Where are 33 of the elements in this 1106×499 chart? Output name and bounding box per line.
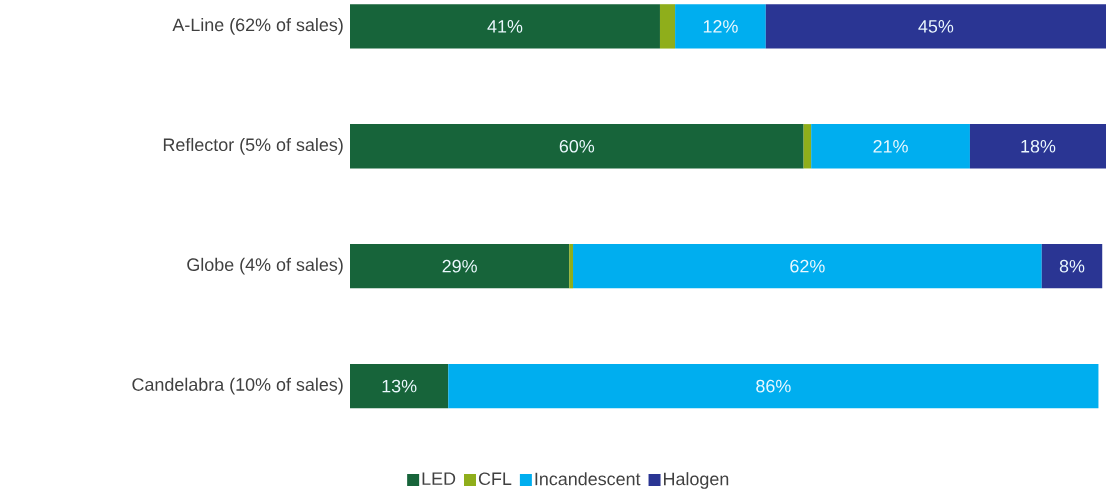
y-tick-label: Reflector (5% of sales): [163, 137, 343, 155]
bar: [350, 243, 570, 289]
data-label: 21%: [873, 139, 908, 153]
data-label: 13%: [382, 379, 417, 393]
data-label: 60%: [559, 139, 595, 153]
data-label: 62%: [790, 259, 825, 273]
y-tick-label: A-Line (62% of sales): [172, 18, 343, 35]
bar: [1041, 243, 1103, 289]
bar: [969, 124, 1106, 169]
legend-label: Incandescent: [535, 472, 641, 486]
legend-label: LED: [422, 472, 456, 485]
data-label: 29%: [442, 259, 477, 273]
bar: [811, 124, 970, 169]
bar: [659, 4, 676, 49]
data-label: 41%: [487, 20, 523, 33]
data-label: 86%: [756, 379, 791, 393]
bar: [448, 363, 1099, 409]
data-label: 12%: [703, 20, 738, 33]
bar: [573, 243, 1042, 289]
data-label: 8%: [1059, 259, 1085, 273]
bar: [350, 124, 804, 169]
bar: [569, 243, 574, 289]
y-tick-label: Globe (4% of sales): [187, 257, 343, 275]
y-tick-label: Candelabra (10% of sales): [132, 377, 343, 395]
bar: [350, 4, 660, 49]
data-label: 45%: [918, 20, 954, 33]
bar: [675, 4, 766, 49]
data-label: 18%: [1021, 139, 1056, 153]
legend-label: CFL: [478, 472, 512, 486]
bar: [350, 363, 449, 409]
bar: [765, 4, 1106, 49]
legend-label: Halogen: [664, 472, 729, 489]
bar: [803, 124, 812, 169]
